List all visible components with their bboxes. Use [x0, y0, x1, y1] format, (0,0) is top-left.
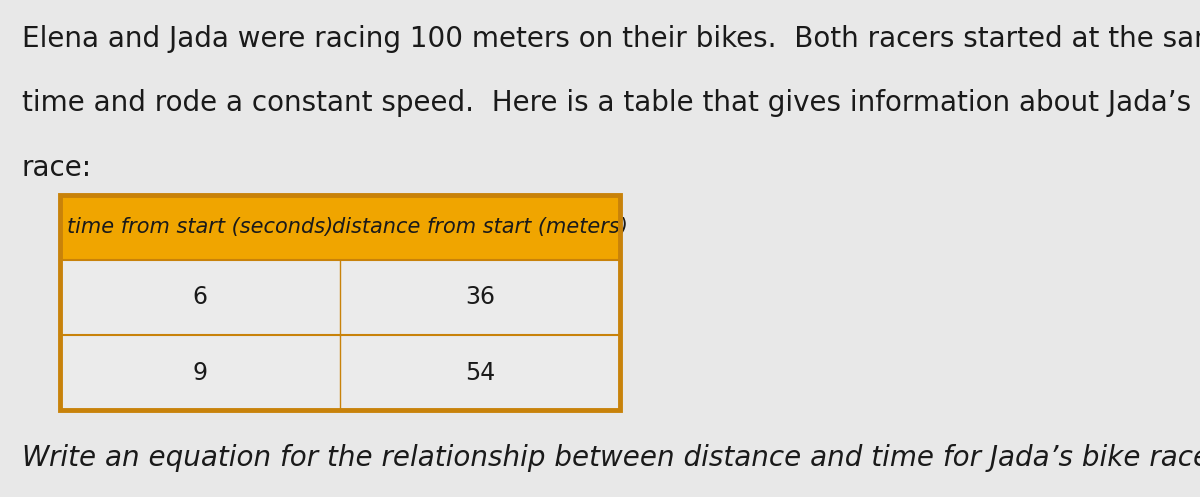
Text: race:: race: — [22, 154, 91, 182]
Text: time and rode a constant speed.  Here is a table that gives information about Ja: time and rode a constant speed. Here is … — [22, 89, 1200, 117]
Text: Write an equation for the relationship between distance and time for Jada’s bike: Write an equation for the relationship b… — [22, 444, 1200, 472]
Bar — [60, 195, 620, 410]
Text: Elena and Jada were racing 100 meters on their bikes.  Both racers started at th: Elena and Jada were racing 100 meters on… — [22, 25, 1200, 53]
Text: distance from start (meters): distance from start (meters) — [332, 218, 628, 238]
Bar — [60, 335, 620, 410]
Text: time from start (seconds): time from start (seconds) — [67, 218, 334, 238]
Bar — [60, 260, 620, 335]
Bar — [60, 195, 620, 410]
Text: 6: 6 — [192, 285, 208, 310]
Text: 36: 36 — [466, 285, 496, 310]
Text: 54: 54 — [464, 360, 496, 385]
Text: 9: 9 — [192, 360, 208, 385]
